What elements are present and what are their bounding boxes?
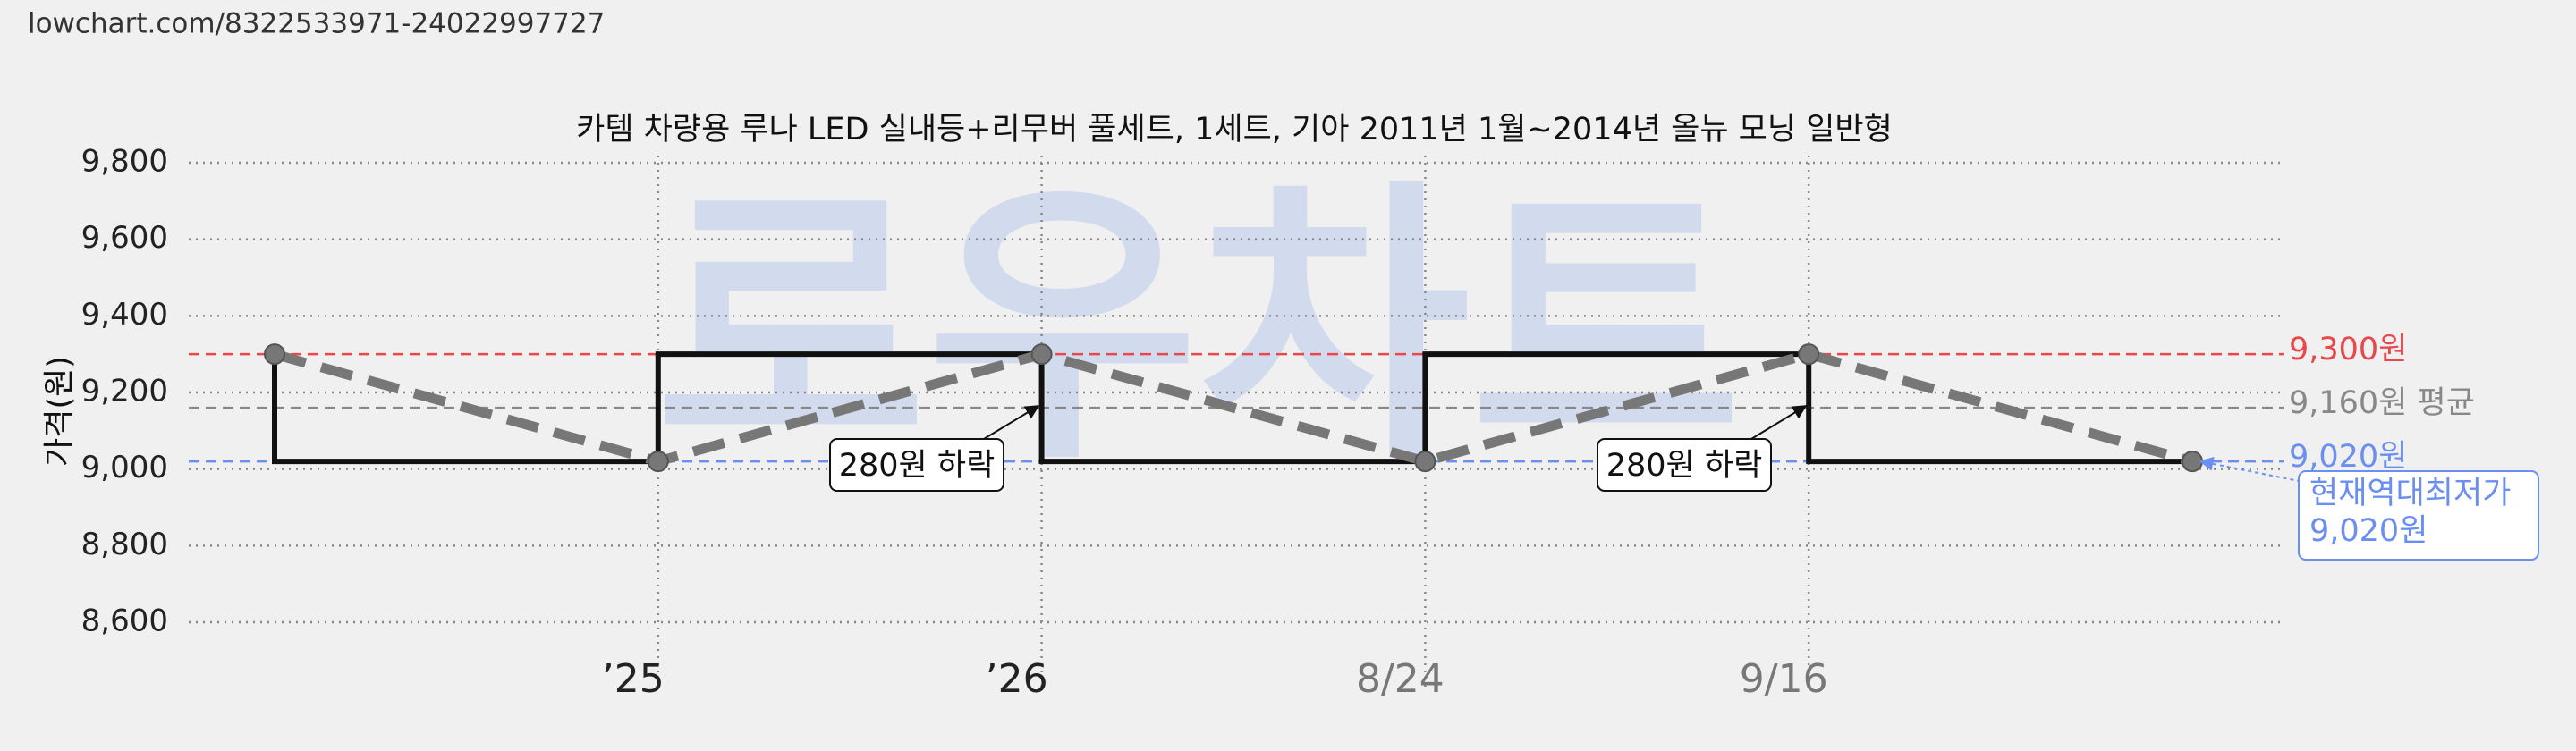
y-tick-label: 8,600 (81, 603, 168, 639)
price-point (1030, 343, 1053, 366)
url: lowchart.com/8322533971-24022997727 (28, 8, 605, 40)
annotation-box (1597, 438, 1772, 492)
price-point (264, 343, 285, 366)
x-tick-label: 9/16 (1740, 656, 1828, 702)
x-tick-label: ’26 (986, 656, 1048, 702)
price-point (2182, 451, 2203, 473)
annotation-arrow (979, 405, 1040, 443)
annotation-box (829, 438, 1004, 492)
reference-label: 9,300원 (2289, 332, 2407, 367)
reference-label: 9,020원 (2289, 439, 2407, 475)
callout-text: 9,020원 (2309, 513, 2428, 549)
x-tick-label: 8/24 (1356, 656, 1445, 702)
price-point (1798, 343, 1820, 366)
price-point (1414, 451, 1436, 473)
y-tick-label: 8,800 (81, 527, 168, 562)
price-point (647, 451, 669, 473)
reference-label: 9,160원 평균 (2289, 385, 2475, 421)
y-tick-label: 9,200 (81, 374, 168, 409)
x-tick-label: ’25 (602, 656, 665, 702)
annotation: 280원 하락 (1606, 448, 1763, 484)
callout-box (2298, 470, 2539, 561)
y-tick-label: 9,800 (81, 144, 168, 180)
annotation-arrow (1746, 405, 1808, 443)
price-line (273, 349, 2194, 467)
y-tick-label: 9,000 (81, 450, 168, 485)
y-tick-label: 9,600 (81, 220, 168, 256)
watermark: 로우차트 (656, 156, 1742, 499)
y-axis-label: 가격(원) (42, 356, 78, 467)
callout-text: 현재역대최저가 (2309, 476, 2511, 511)
chart-title: 카템 차량용 루나 LED 실내등+리무버 풀세트, 1세트, 기아 2011년… (576, 112, 1893, 148)
y-tick-label: 9,400 (81, 297, 168, 333)
annotation: 280원 하락 (839, 448, 996, 484)
